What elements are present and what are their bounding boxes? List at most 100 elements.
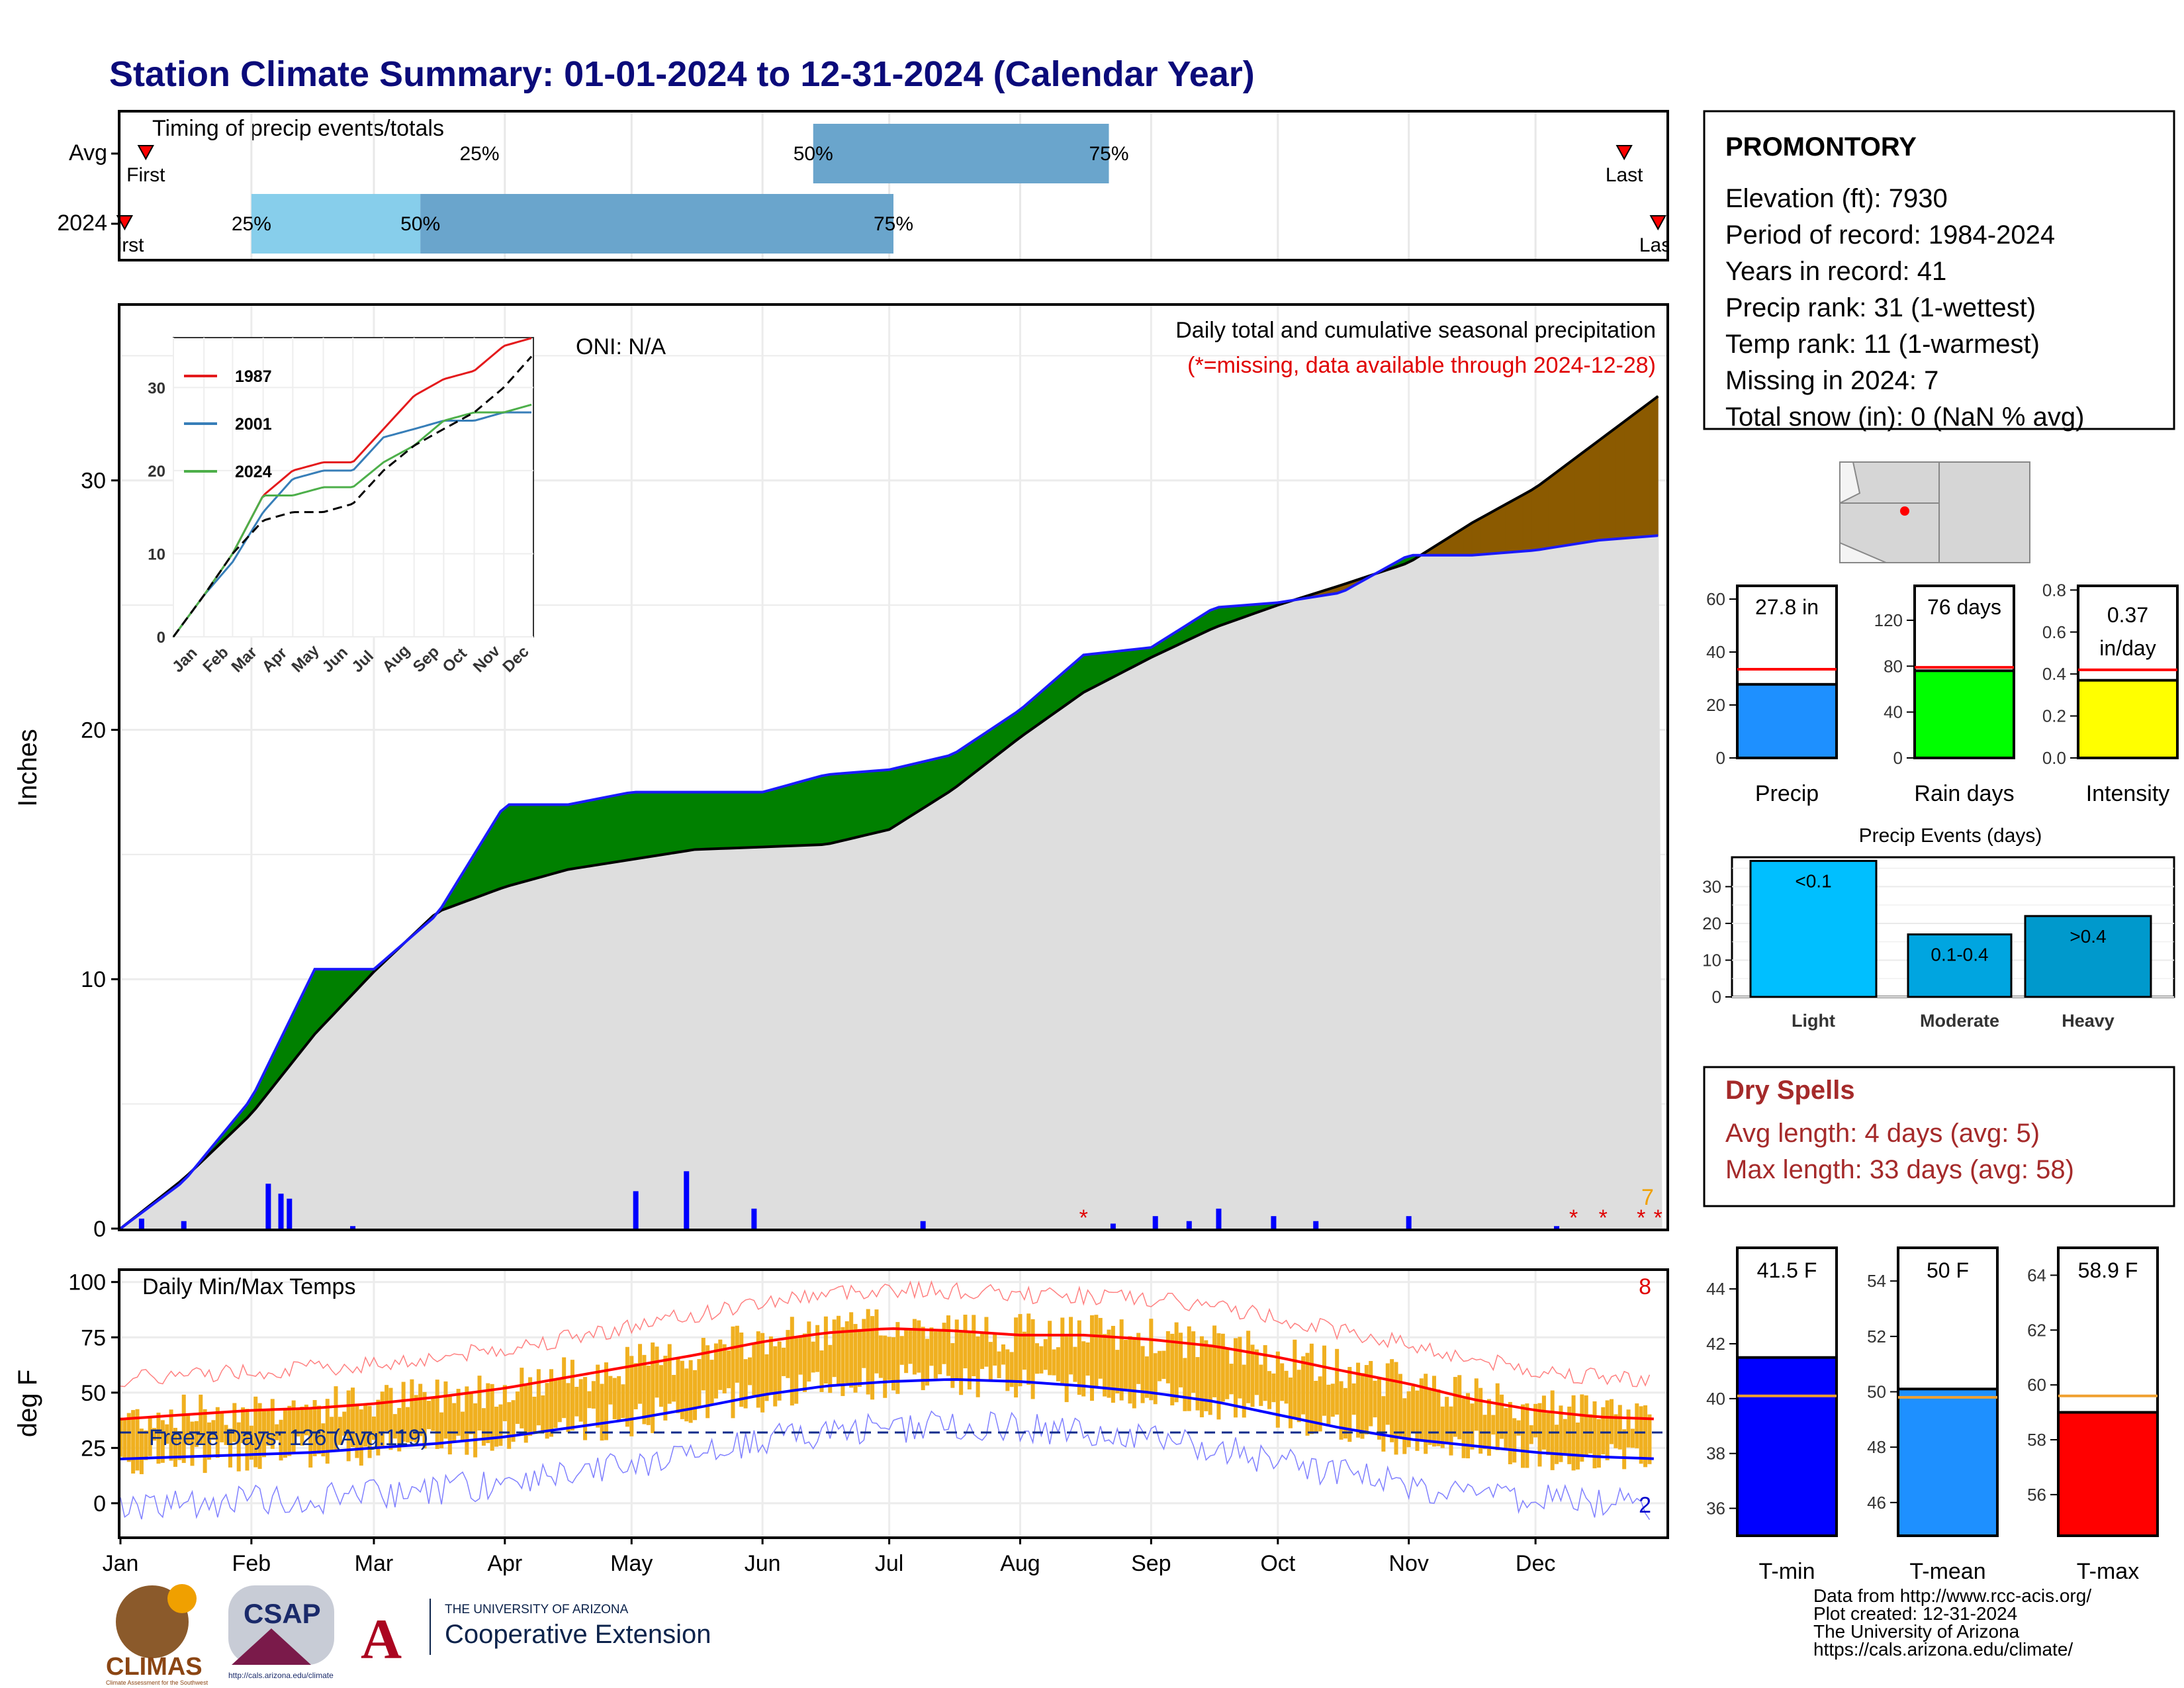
daily-temp-bar [1293,1339,1297,1418]
daily-temp-bar [1153,1353,1158,1405]
daily-temp-bar [139,1429,144,1474]
missing-note: (*=missing, data available through 2024-… [1187,353,1656,378]
temp-bar [1897,1387,1999,1538]
precip-header: Daily total and cumulative seasonal prec… [1175,318,1656,343]
events-ytick-label: 20 [1702,914,1721,933]
daily-temp-bar [959,1332,964,1395]
precip-ytick-label: 30 [81,469,106,494]
precip-departure-band [1623,414,1633,539]
daily-temp-bar [296,1408,300,1436]
events-ytick-label: 0 [1712,987,1721,1007]
daily-temp-bar [857,1329,862,1387]
oni-label: ONI: N/A [576,334,666,359]
daily-temp-bar [895,1322,900,1394]
daily-temp-bar [549,1369,554,1437]
info-frame [1703,110,2175,430]
daily-temp-bar [1119,1319,1124,1401]
precip-departure-band [568,802,577,870]
temp-bar-ytick-label: 56 [2027,1485,2046,1505]
daily-temp-bar [1555,1425,1559,1464]
dry-max: Max length: 33 days (avg: 58) [1725,1155,2074,1184]
precip-departure-band [517,804,527,884]
daily-temp-bar [1144,1356,1149,1398]
temp-bar-ytick-label: 58 [2027,1430,2046,1450]
daily-temp-bar [832,1319,837,1378]
daily-temp-bar [1318,1376,1322,1432]
month-label: Dec [1516,1551,1555,1576]
daily-temp-bar [1419,1378,1424,1440]
daily-temp-bar [1018,1314,1023,1387]
daily-temp-bar [587,1391,592,1409]
daily-temp-bar [397,1407,402,1452]
temp-bar-ytick-label: 46 [1867,1493,1886,1513]
precip-departure-band [1632,408,1642,538]
precip-departure-band [602,796,611,865]
daily-temp-bar [837,1315,841,1385]
daily-temp-bar [435,1380,439,1449]
daily-temp-bar [1005,1349,1010,1391]
average-cumulative-line [119,395,1659,1230]
daily-temp-bar [883,1335,887,1398]
timing-pct-label: 75% [874,213,913,235]
dry-spells-box: Dry Spells Avg length: 4 days (avg: 5) M… [1703,1066,2175,1207]
daily-temp-bar [266,1409,271,1446]
station-dot [1900,506,1909,516]
inset-month-label: Oct [439,645,471,676]
daily-temp-bar [642,1354,647,1425]
precip-departure-band [753,792,763,848]
precip-departure-band [1556,465,1566,547]
precip-departure-band [863,771,873,836]
daily-temp-bar [486,1383,490,1444]
precip-departure-band [703,792,713,850]
daily-temp-bar [1486,1399,1491,1456]
inset-month-label: Sep [410,643,443,676]
daily-temp-bar [1309,1343,1314,1434]
daily-temp-bar [279,1419,283,1461]
daily-temp-bar [528,1377,533,1436]
daily-temp-bar [469,1393,473,1434]
daily-temp-bar [1398,1374,1402,1438]
daily-temp-bar [131,1410,136,1474]
daily-temp-bar [460,1411,465,1442]
daily-temp-bar [1614,1414,1618,1448]
daily-temp-bar [633,1363,638,1409]
daily-precip-bar [1216,1208,1222,1229]
daily-temp-bar [1077,1320,1081,1395]
daily-temp-bar [1191,1331,1196,1393]
events-category-label: Light [1792,1011,1835,1031]
precip-departure-band [829,773,839,844]
temp-bar-name: T-mean [1909,1559,1985,1584]
daily-temp-bar [376,1399,381,1456]
precip-departure-band [821,774,831,845]
daily-temp-bar [1030,1319,1035,1399]
daily-temp-bar [342,1411,347,1436]
summary-bar-name: Intensity [2086,781,2170,806]
daily-temp-bar [574,1387,579,1417]
daily-temp-bar [1550,1390,1555,1470]
temp-frame [118,1268,1669,1539]
daily-temp-bar [950,1343,955,1388]
daily-temp-bar [760,1333,765,1413]
events-bar [1907,933,2013,998]
month-label: Jan [103,1551,139,1576]
inset-legend-label: 2024 [235,463,272,481]
summary-ytick-label: 0 [1716,748,1725,768]
daily-temp-bar [1635,1403,1639,1448]
daily-precip-bar [920,1221,926,1229]
daily-temp-bar [1390,1359,1394,1442]
daily-temp-bar [245,1409,250,1471]
daily-temp-bar [988,1342,993,1381]
daily-temp-bar [1288,1377,1293,1429]
timing-marker-icon [116,215,134,231]
inset-legend-label: 1987 [235,367,272,386]
daily-temp-bar [1377,1379,1381,1440]
daily-temp-bar [887,1336,891,1380]
csap-logo-text: CSAP [244,1598,321,1629]
missing-marker: * [1654,1205,1662,1231]
summary-bar-name: Rain days [1914,781,2014,806]
daily-temp-bar [316,1405,321,1454]
daily-temp-bar [181,1394,186,1464]
daily-temp-bar [249,1425,253,1460]
daily-temp-bar [1508,1401,1512,1464]
daily-temp-bar [600,1383,604,1441]
